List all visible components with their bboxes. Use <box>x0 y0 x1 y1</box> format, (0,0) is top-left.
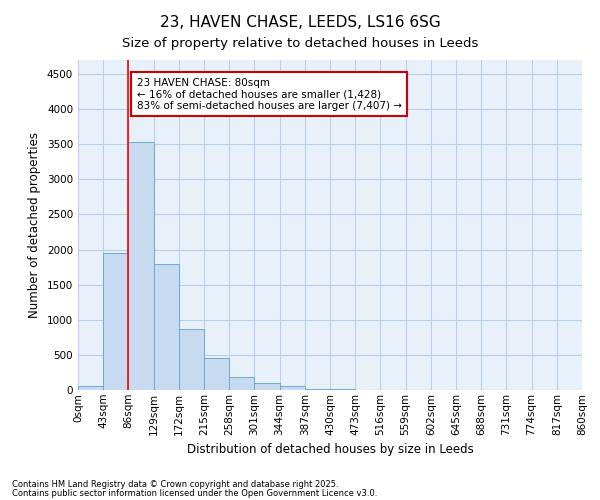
Text: 23 HAVEN CHASE: 80sqm
← 16% of detached houses are smaller (1,428)
83% of semi-d: 23 HAVEN CHASE: 80sqm ← 16% of detached … <box>137 78 401 111</box>
Bar <box>179 329 204 390</box>
Text: Contains HM Land Registry data © Crown copyright and database right 2025.: Contains HM Land Registry data © Crown c… <box>12 480 338 489</box>
Bar <box>280 386 305 390</box>
Bar <box>103 253 128 390</box>
Bar <box>154 264 179 390</box>
Text: Size of property relative to detached houses in Leeds: Size of property relative to detached ho… <box>122 38 478 51</box>
X-axis label: Distribution of detached houses by size in Leeds: Distribution of detached houses by size … <box>187 443 473 456</box>
Bar <box>229 377 254 390</box>
Text: 23, HAVEN CHASE, LEEDS, LS16 6SG: 23, HAVEN CHASE, LEEDS, LS16 6SG <box>160 15 440 30</box>
Bar <box>204 358 229 390</box>
Text: Contains public sector information licensed under the Open Government Licence v3: Contains public sector information licen… <box>12 489 377 498</box>
Bar <box>78 386 103 390</box>
Bar <box>254 383 280 390</box>
Y-axis label: Number of detached properties: Number of detached properties <box>28 132 41 318</box>
Bar <box>128 142 154 390</box>
Bar <box>305 388 330 390</box>
